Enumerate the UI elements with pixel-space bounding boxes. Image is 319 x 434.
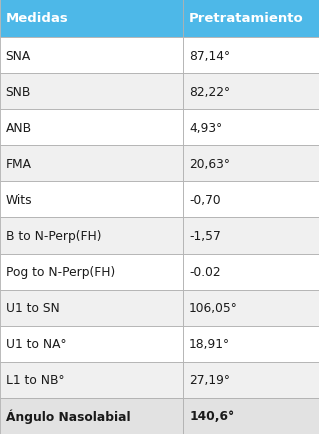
Bar (0, 362, 183, 398)
Text: Pog to N-Perp(FH): Pog to N-Perp(FH) (6, 266, 115, 279)
Bar (0, 0, 183, 38)
Text: SNB: SNB (6, 85, 31, 99)
Text: 27,19°: 27,19° (189, 374, 230, 386)
Text: ANB: ANB (6, 122, 32, 135)
Text: Medidas: Medidas (6, 13, 69, 26)
Text: -0,70: -0,70 (189, 194, 221, 207)
Bar (183, 254, 319, 290)
Bar (183, 290, 319, 326)
Text: Ángulo Nasolabial: Ángulo Nasolabial (6, 409, 130, 423)
Text: B to N-Perp(FH): B to N-Perp(FH) (6, 230, 101, 243)
Text: U1 to NA°: U1 to NA° (6, 338, 66, 351)
Bar (0, 146, 183, 182)
Text: 18,91°: 18,91° (189, 338, 230, 351)
Text: FMA: FMA (6, 158, 32, 171)
Text: 4,93°: 4,93° (189, 122, 222, 135)
Bar (183, 74, 319, 110)
Bar (0, 182, 183, 218)
Bar (183, 146, 319, 182)
Text: 140,6°: 140,6° (189, 410, 234, 422)
Bar (0, 74, 183, 110)
Text: 82,22°: 82,22° (189, 85, 230, 99)
Bar (183, 218, 319, 254)
Bar (183, 38, 319, 74)
Bar (0, 218, 183, 254)
Text: -0.02: -0.02 (189, 266, 221, 279)
Text: SNA: SNA (6, 49, 31, 62)
Bar (0, 290, 183, 326)
Bar (0, 398, 183, 434)
Text: Wits: Wits (6, 194, 32, 207)
Text: U1 to SN: U1 to SN (6, 302, 59, 315)
Bar (183, 182, 319, 218)
Text: -1,57: -1,57 (189, 230, 221, 243)
Bar (0, 254, 183, 290)
Text: 87,14°: 87,14° (189, 49, 230, 62)
Text: 106,05°: 106,05° (189, 302, 238, 315)
Bar (183, 0, 319, 38)
Text: 20,63°: 20,63° (189, 158, 230, 171)
Bar (183, 362, 319, 398)
Bar (183, 110, 319, 146)
Bar (183, 398, 319, 434)
Text: L1 to NB°: L1 to NB° (6, 374, 64, 386)
Bar (0, 326, 183, 362)
Bar (0, 110, 183, 146)
Text: Pretratamiento: Pretratamiento (189, 13, 304, 26)
Bar (183, 326, 319, 362)
Bar (0, 38, 183, 74)
